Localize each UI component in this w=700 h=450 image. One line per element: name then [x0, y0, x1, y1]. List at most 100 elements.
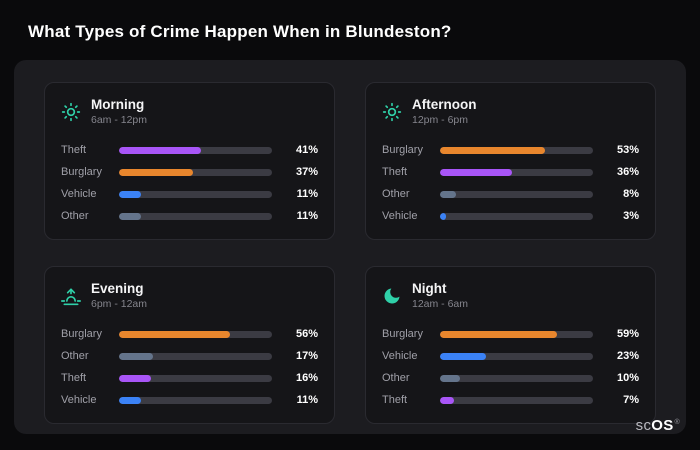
percent-value: 17% — [295, 350, 318, 362]
category-label: Burglary — [61, 166, 102, 178]
chart-row: Other 10% — [382, 367, 639, 389]
bar-track — [440, 352, 593, 360]
bar-track — [119, 168, 272, 176]
bar-fill-other — [119, 212, 141, 220]
bar-track — [440, 330, 593, 338]
bar-track — [119, 374, 272, 382]
category-label: Other — [61, 210, 89, 222]
bar-track — [440, 190, 593, 198]
chart-row: Other 11% — [61, 205, 318, 227]
sun-icon — [382, 102, 402, 122]
chart-row: Vehicle 23% — [382, 345, 639, 367]
bar-fill-burglary — [119, 330, 231, 338]
bar-track — [440, 146, 593, 154]
card-header: Morning 6am - 12pm — [61, 97, 318, 126]
card-header-text: Afternoon 12pm - 6pm — [412, 97, 477, 126]
chart-row: Burglary 53% — [382, 139, 639, 161]
card-time-range: 12am - 6am — [412, 298, 469, 310]
card-header: Afternoon 12pm - 6pm — [382, 97, 639, 126]
timeblock-card-afternoon: Afternoon 12pm - 6pm Burglary 53% Theft 36% Ot… — [365, 82, 656, 240]
card-header-text: Night 12am - 6am — [412, 281, 468, 310]
chart-row: Burglary 37% — [61, 161, 318, 183]
bar-fill-burglary — [119, 168, 193, 176]
percent-value: 41% — [295, 144, 318, 156]
bar-fill-vehicle — [440, 352, 486, 360]
bar-fill-theft — [119, 374, 151, 382]
bar-track — [119, 396, 272, 404]
bar-fill-other — [440, 190, 456, 198]
sunset-icon — [61, 286, 81, 306]
bar-track — [440, 212, 593, 220]
bar-track — [119, 146, 272, 154]
category-label: Burglary — [382, 144, 423, 156]
scos-logo-light: sc — [635, 417, 652, 434]
bar-track — [119, 352, 272, 360]
percent-value: 53% — [616, 144, 639, 156]
bar-fill-burglary — [440, 330, 558, 338]
percent-value: 10% — [616, 372, 639, 384]
cards-grid: Morning 6am - 12pm Theft 41% Burglary 37% Vehi… — [44, 82, 656, 424]
bar-fill-vehicle — [440, 212, 446, 220]
percent-value: 11% — [296, 210, 318, 222]
percent-value: 11% — [296, 188, 318, 200]
category-label: Other — [382, 372, 410, 384]
chart-row: Vehicle 3% — [382, 205, 639, 227]
category-label: Vehicle — [61, 188, 97, 200]
timeblock-card-evening: Evening 6pm - 12am Burglary 56% Other 17% Thef… — [44, 266, 335, 424]
bar-fill-theft — [440, 396, 454, 404]
bar-track — [119, 330, 272, 338]
bar-fill-vehicle — [119, 190, 141, 198]
card-header-text: Morning 6am - 12pm — [91, 97, 147, 126]
category-label: Burglary — [382, 328, 423, 340]
bar-track — [440, 168, 593, 176]
moon-icon — [382, 286, 402, 306]
card-header: Evening 6pm - 12am — [61, 281, 318, 310]
percent-value: 8% — [623, 188, 639, 200]
category-label: Vehicle — [61, 394, 97, 406]
bar-fill-burglary — [440, 146, 546, 154]
bar-fill-theft — [440, 168, 512, 176]
bar-track — [119, 212, 272, 220]
crime-time-panel: Morning 6am - 12pm Theft 41% Burglary 37% Vehi… — [14, 60, 686, 434]
card-time-range: 6am - 12pm — [91, 114, 148, 126]
percent-value: 36% — [616, 166, 639, 178]
card-title: Night — [412, 281, 447, 296]
card-header: Night 12am - 6am — [382, 281, 639, 310]
card-header-text: Evening 6pm - 12am — [91, 281, 147, 310]
chart-row: Other 17% — [61, 345, 318, 367]
timeblock-card-morning: Morning 6am - 12pm Theft 41% Burglary 37% Vehi… — [44, 82, 335, 240]
bar-track — [440, 374, 593, 382]
percent-value: 59% — [616, 328, 639, 340]
percent-value: 7% — [623, 394, 639, 406]
scos-logo-bold: OS — [651, 417, 674, 434]
bar-track — [119, 190, 272, 198]
category-label: Theft — [61, 144, 87, 156]
chart-rows: Theft 41% Burglary 37% Vehicle 11% Other 11% — [61, 139, 318, 227]
percent-value: 11% — [296, 394, 318, 406]
card-title: Morning — [91, 97, 145, 112]
chart-row: Other 8% — [382, 183, 639, 205]
card-title: Evening — [91, 281, 144, 296]
chart-row: Vehicle 11% — [61, 183, 318, 205]
category-label: Vehicle — [382, 350, 418, 362]
chart-rows: Burglary 59% Vehicle 23% Other 10% Theft 7% — [382, 323, 639, 411]
category-label: Theft — [382, 394, 408, 406]
category-label: Theft — [61, 372, 87, 384]
chart-rows: Burglary 53% Theft 36% Other 8% Vehicle 3% — [382, 139, 639, 227]
percent-value: 56% — [295, 328, 318, 340]
chart-row: Theft 36% — [382, 161, 639, 183]
bar-fill-other — [119, 352, 153, 360]
bar-fill-other — [440, 374, 460, 382]
timeblock-card-night: Night 12am - 6am Burglary 59% Vehicle 23% Othe… — [365, 266, 656, 424]
sun-icon — [61, 102, 81, 122]
category-label: Other — [61, 350, 89, 362]
registered-mark: ® — [674, 419, 680, 426]
chart-row: Theft 16% — [61, 367, 318, 389]
category-label: Other — [382, 188, 410, 200]
card-time-range: 6pm - 12am — [91, 298, 148, 310]
chart-row: Theft 7% — [382, 389, 639, 411]
category-label: Theft — [382, 166, 408, 178]
scos-logo: scOS® — [636, 417, 680, 434]
card-time-range: 12pm - 6pm — [412, 114, 469, 126]
bar-track — [440, 396, 593, 404]
